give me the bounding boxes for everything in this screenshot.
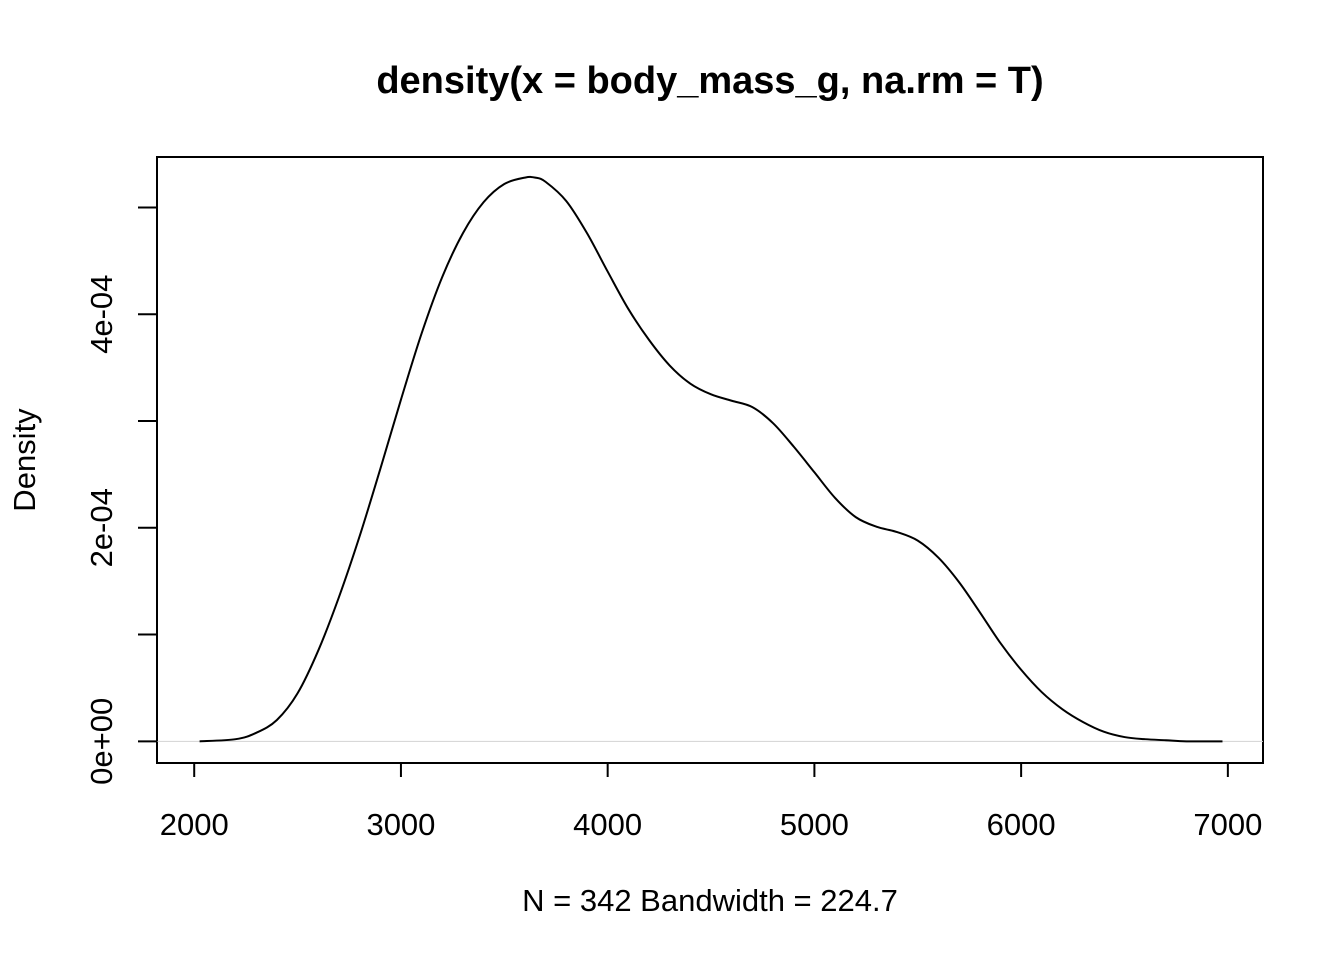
x-tick-label: 4000 [573, 807, 642, 842]
x-tick-label: 3000 [366, 807, 435, 842]
x-tick-label: 5000 [780, 807, 849, 842]
density-curve [199, 175, 1223, 743]
x-tick-label: 6000 [987, 807, 1056, 842]
y-tick-label: 4e-04 [84, 275, 119, 354]
plot-frame [156, 156, 1264, 764]
y-axis: 0e+00 2e-04 4e-04 [84, 206, 158, 785]
y-tick-label: 0e+00 [84, 698, 119, 785]
x-axis-label: N = 342 Bandwidth = 224.7 [522, 883, 898, 918]
y-tick-label: 2e-04 [84, 488, 119, 567]
x-tick-label: 7000 [1193, 807, 1262, 842]
x-tick-label: 2000 [160, 807, 229, 842]
y-axis-label: Density [7, 408, 42, 512]
chart-title: density(x = body_mass_g, na.rm = T) [376, 60, 1043, 102]
x-axis: 2000 3000 4000 5000 6000 7000 [160, 762, 1262, 842]
